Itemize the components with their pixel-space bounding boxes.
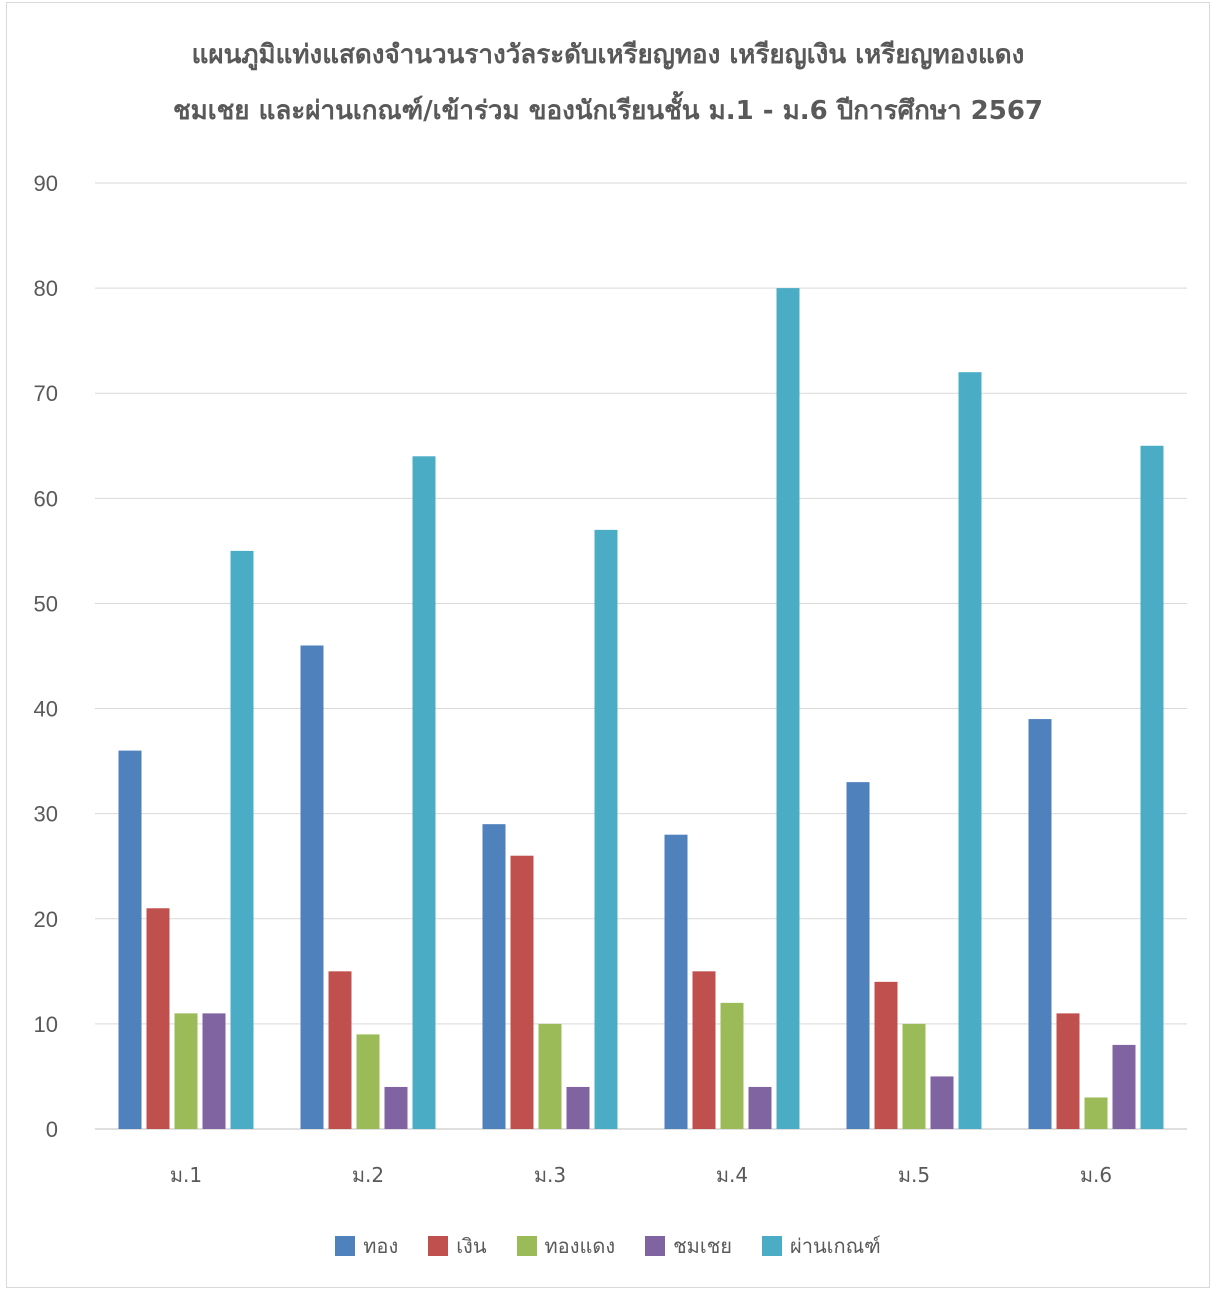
bar (118, 750, 142, 1129)
legend: ทอง เงิน ทองแดง ชมเชย ผ่านเกณฑ์ (0, 1230, 1216, 1262)
bar (720, 1002, 744, 1129)
bar (846, 782, 870, 1129)
x-tick-label: ม.4 (716, 1163, 748, 1187)
legend-swatch (645, 1236, 666, 1256)
bar (174, 1013, 198, 1129)
legend-label: ทองแดง (544, 1234, 616, 1258)
x-tick-label: ม.2 (352, 1163, 384, 1187)
legend-swatch (516, 1236, 537, 1256)
bar (1112, 1044, 1136, 1129)
bar (538, 1023, 562, 1129)
legend-item: ผ่านเกณฑ์ (762, 1230, 881, 1262)
bar (1084, 1097, 1108, 1129)
bar (902, 1023, 926, 1129)
legend-label: ชมเชย (673, 1234, 732, 1258)
y-tick-label: 0 (46, 1117, 58, 1142)
bar (412, 456, 436, 1129)
bar (930, 1076, 954, 1129)
y-tick-label: 30 (34, 802, 58, 827)
y-tick-label: 40 (34, 697, 58, 722)
y-tick-label: 20 (34, 907, 58, 932)
bar (692, 971, 716, 1129)
x-tick-label: ม.1 (170, 1163, 202, 1187)
y-tick-label: 60 (34, 486, 58, 511)
bar (1056, 1013, 1080, 1129)
bar (748, 1086, 772, 1129)
legend-label: เงิน (456, 1234, 487, 1258)
legend-item: ชมเชย (645, 1230, 732, 1262)
bar (300, 645, 324, 1129)
y-tick-label: 70 (34, 381, 58, 406)
bar (510, 855, 534, 1129)
legend-label: ทอง (363, 1234, 399, 1258)
bar (958, 372, 982, 1129)
y-tick-label: 80 (34, 276, 58, 301)
bar (874, 981, 898, 1129)
bar (1140, 445, 1164, 1129)
legend-swatch (335, 1236, 356, 1256)
x-tick-label: ม.6 (1080, 1163, 1112, 1187)
bar (356, 1034, 380, 1129)
y-tick-label: 10 (34, 1012, 58, 1037)
bar (230, 550, 254, 1129)
bar (566, 1086, 590, 1129)
chart-title: แผนภูมิแท่งแสดงจำนวนรางวัลระดับเหรียญทอง… (191, 40, 1025, 70)
legend-label: ผ่านเกณฑ์ (790, 1234, 881, 1258)
bar (1028, 719, 1052, 1129)
legend-swatch (428, 1236, 449, 1256)
chart-subtitle: ชมเชย และผ่านเกณฑ์/เข้าร่วม ของนักเรียนช… (172, 96, 1043, 126)
bar (776, 288, 800, 1130)
bar (328, 971, 352, 1129)
legend-item: ทองแดง (516, 1230, 616, 1262)
y-tick-label: 50 (34, 591, 58, 616)
y-tick-label: 90 (34, 171, 58, 196)
bar (146, 908, 170, 1129)
x-tick-label: ม.3 (534, 1163, 566, 1187)
bar (664, 834, 688, 1129)
bar (594, 529, 618, 1129)
bar (384, 1086, 408, 1129)
legend-item: ทอง (335, 1230, 398, 1262)
bar (202, 1013, 226, 1129)
bar (482, 824, 506, 1129)
legend-item: เงิน (428, 1230, 487, 1262)
x-tick-label: ม.5 (898, 1163, 930, 1187)
legend-swatch (762, 1236, 782, 1256)
